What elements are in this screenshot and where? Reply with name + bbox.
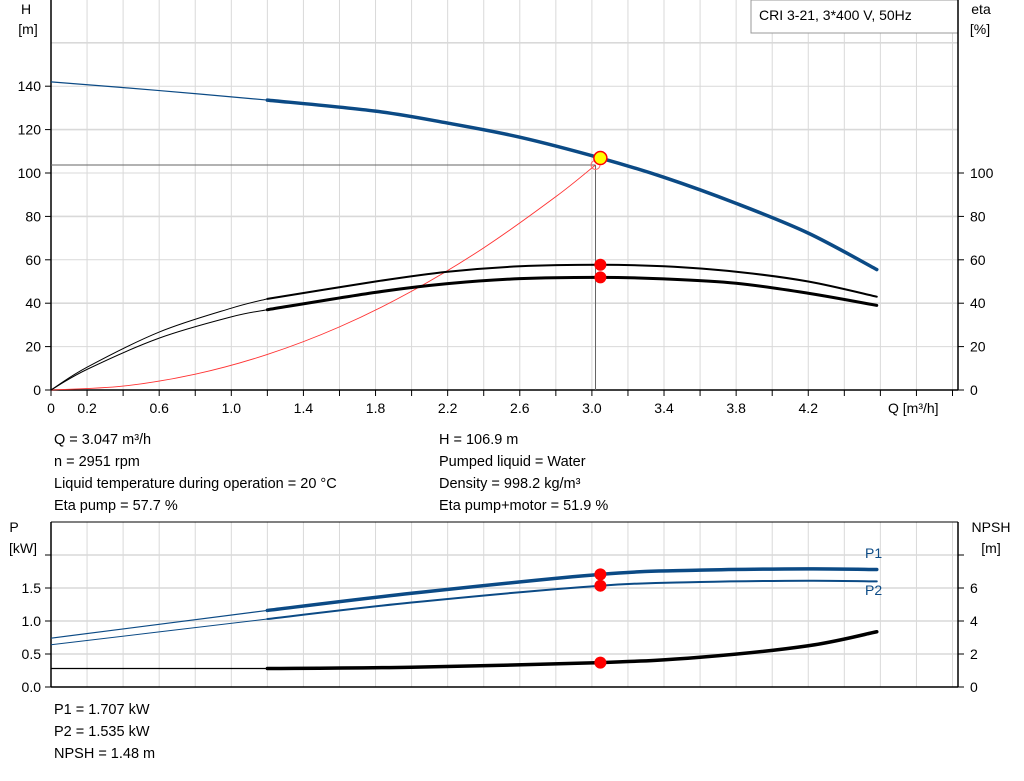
y-left-tick-label: 0 bbox=[33, 382, 41, 398]
y-left-tick-label: 100 bbox=[18, 165, 42, 181]
eta-pump-curve-extrapolated bbox=[50, 298, 268, 391]
y-left-tick-label: 40 bbox=[25, 295, 41, 311]
p-tick-label: 0.0 bbox=[22, 679, 42, 695]
npsh-tick-label: 2 bbox=[970, 646, 978, 662]
p-axis-label: P bbox=[9, 519, 18, 535]
info-density: Density = 998.2 kg/m³ bbox=[439, 476, 581, 492]
x-tick-label: 0 bbox=[47, 400, 55, 416]
x-tick-label: 1.4 bbox=[294, 400, 314, 416]
y-right-label: eta bbox=[971, 1, 991, 17]
npsh-tick-label: 6 bbox=[970, 580, 978, 596]
y-left-tick-label: 140 bbox=[18, 78, 42, 94]
y-right-unit: [%] bbox=[970, 21, 990, 37]
info-temperature: Liquid temperature during operation = 20… bbox=[54, 476, 337, 492]
x-tick-label: 2.2 bbox=[438, 400, 458, 416]
x-tick-label: 1.0 bbox=[222, 400, 242, 416]
info-p2: P2 = 1.535 kW bbox=[54, 724, 150, 740]
npsh-axis-label: NPSH bbox=[972, 519, 1011, 535]
head-curve bbox=[265, 98, 879, 272]
p1-curve-label: P1 bbox=[865, 545, 882, 561]
y-left-tick-label: 80 bbox=[25, 208, 41, 224]
y-left-tick-label: 60 bbox=[25, 252, 41, 268]
x-tick-label: 1.8 bbox=[366, 400, 386, 416]
p2-curve-extrapolated bbox=[50, 618, 268, 646]
y-left-label: H bbox=[21, 1, 31, 17]
p-tick-label: 1.5 bbox=[22, 580, 42, 596]
y-right-tick-label: 100 bbox=[970, 165, 994, 181]
npsh-tick-label: 4 bbox=[970, 613, 978, 629]
p2-curve bbox=[266, 579, 878, 621]
info-left: Q = 3.047 m³/h n = 2951 rpm Liquid tempe… bbox=[54, 429, 337, 517]
info-speed: n = 2951 rpm bbox=[54, 454, 140, 470]
info-right: H = 106.9 m Pumped liquid = Water Densit… bbox=[439, 429, 608, 517]
x-axis-label: Q [m³/h] bbox=[888, 400, 939, 416]
p2-duty-marker bbox=[594, 579, 607, 592]
system-curve bbox=[50, 164, 596, 391]
title-box bbox=[750, 0, 959, 34]
p1-curve bbox=[265, 567, 879, 613]
top-grid bbox=[51, 0, 958, 390]
p1-curve-extrapolated bbox=[50, 609, 268, 639]
info-eta-pump: Eta pump = 57.7 % bbox=[54, 498, 178, 514]
npsh-tick-label: 0 bbox=[970, 679, 978, 695]
eta-pump-duty-marker bbox=[594, 258, 607, 271]
chart-title: CRI 3-21, 3*400 V, 50Hz bbox=[759, 7, 912, 23]
info-eta-pump-motor: Eta pump+motor = 51.9 % bbox=[439, 498, 609, 514]
p1-duty-marker bbox=[594, 568, 607, 581]
info-flow: Q = 3.047 m³/h bbox=[54, 432, 152, 448]
x-tick-label: 4.2 bbox=[799, 400, 819, 416]
x-tick-label: 2.6 bbox=[510, 400, 530, 416]
y-right-tick-label: 80 bbox=[970, 208, 986, 224]
info-head: H = 106.9 m bbox=[439, 432, 519, 448]
eta-pump-motor-duty-marker bbox=[594, 271, 607, 284]
y-right-tick-label: 0 bbox=[970, 382, 978, 398]
y-right-tick-label: 60 bbox=[970, 252, 986, 268]
y-left-tick-label: 120 bbox=[18, 122, 42, 138]
info-npsh: NPSH = 1.48 m bbox=[54, 746, 156, 762]
npsh-duty-marker bbox=[594, 656, 607, 669]
p-tick-label: 1.0 bbox=[22, 613, 42, 629]
bottom-grid bbox=[51, 522, 958, 687]
x-tick-label: 3.8 bbox=[726, 400, 746, 416]
y-left-tick-label: 20 bbox=[25, 339, 41, 355]
x-tick-label: 3.0 bbox=[582, 400, 602, 416]
npsh-axis-unit: [m] bbox=[981, 540, 1000, 556]
p2-curve-label: P2 bbox=[865, 582, 882, 598]
npsh-curve bbox=[265, 629, 879, 671]
y-left-unit: [m] bbox=[18, 21, 37, 37]
chart-marks: 0 0.2 0.6 1.0 1.4 1.8 2.2 2.6 3.0 3.4 3.8 4.2020406… bbox=[18, 0, 994, 695]
info-p1: P1 = 1.707 kW bbox=[54, 702, 150, 718]
info-liquid: Pumped liquid = Water bbox=[439, 454, 586, 470]
eta-pump-motor-curve-extrapolated bbox=[50, 309, 268, 391]
x-tick-label: 3.4 bbox=[654, 400, 674, 416]
eta-pump-motor-curve bbox=[265, 275, 879, 312]
p-axis-unit: [kW] bbox=[9, 540, 37, 556]
head-curve-extrapolated bbox=[50, 81, 268, 101]
x-tick-label: 0.2 bbox=[77, 400, 97, 416]
y-right-tick-label: 40 bbox=[970, 295, 986, 311]
y-right-tick-label: 20 bbox=[970, 339, 986, 355]
info-bottom: P1 = 1.707 kW P2 = 1.535 kW NPSH = 1.48 … bbox=[54, 699, 155, 765]
x-tick-label: 0.6 bbox=[149, 400, 169, 416]
head-duty-marker bbox=[593, 150, 608, 166]
p-tick-label: 0.5 bbox=[22, 646, 42, 662]
